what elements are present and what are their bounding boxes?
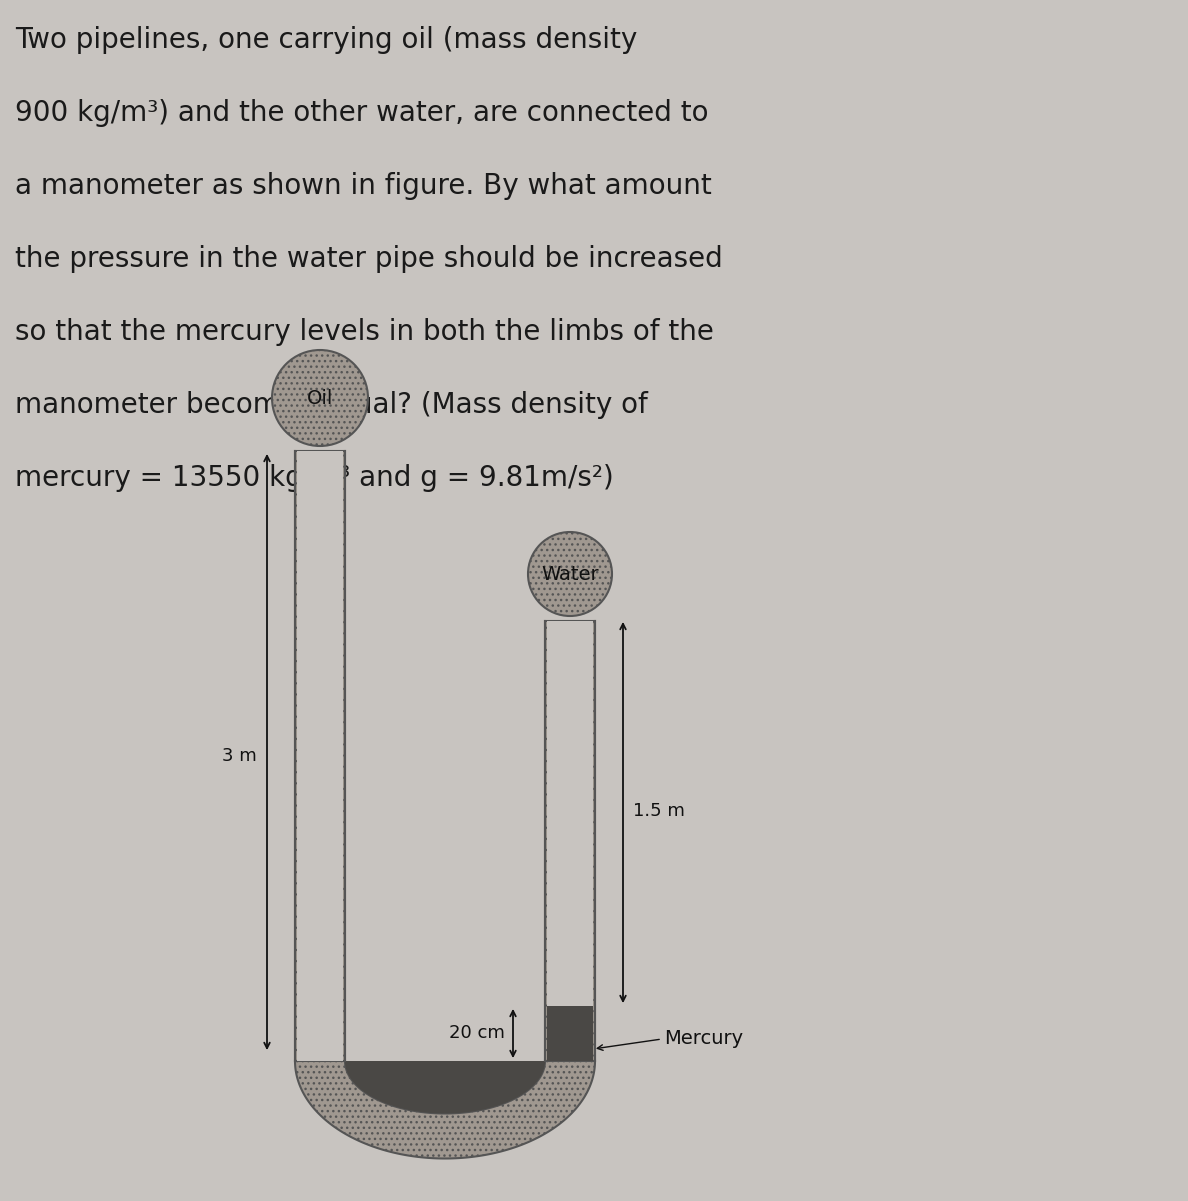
- Polygon shape: [546, 1006, 593, 1060]
- Text: 20 cm: 20 cm: [449, 1024, 505, 1042]
- Text: 1.5 m: 1.5 m: [633, 802, 684, 820]
- Text: Water: Water: [542, 564, 599, 584]
- Polygon shape: [295, 1060, 595, 1159]
- Text: a manometer as shown in figure. By what amount: a manometer as shown in figure. By what …: [15, 172, 712, 201]
- Polygon shape: [546, 621, 593, 1006]
- Polygon shape: [545, 621, 595, 1060]
- Circle shape: [527, 532, 612, 616]
- Text: 3 m: 3 m: [222, 747, 257, 765]
- Text: so that the mercury levels in both the limbs of the: so that the mercury levels in both the l…: [15, 318, 714, 346]
- Polygon shape: [297, 452, 343, 1060]
- Polygon shape: [295, 452, 345, 1060]
- Text: manometer becomes equal? (Mass density of: manometer becomes equal? (Mass density o…: [15, 392, 647, 419]
- Text: the pressure in the water pipe should be increased: the pressure in the water pipe should be…: [15, 245, 722, 273]
- Polygon shape: [345, 1060, 545, 1113]
- Circle shape: [272, 349, 368, 446]
- Text: mercury = 13550 kg/m³ and g = 9.81m/s²): mercury = 13550 kg/m³ and g = 9.81m/s²): [15, 464, 614, 492]
- Text: 900 kg/m³) and the other water, are connected to: 900 kg/m³) and the other water, are conn…: [15, 98, 708, 127]
- Text: Two pipelines, one carrying oil (mass density: Two pipelines, one carrying oil (mass de…: [15, 26, 637, 54]
- Text: Oil: Oil: [307, 388, 333, 407]
- Text: Mercury: Mercury: [664, 1029, 744, 1048]
